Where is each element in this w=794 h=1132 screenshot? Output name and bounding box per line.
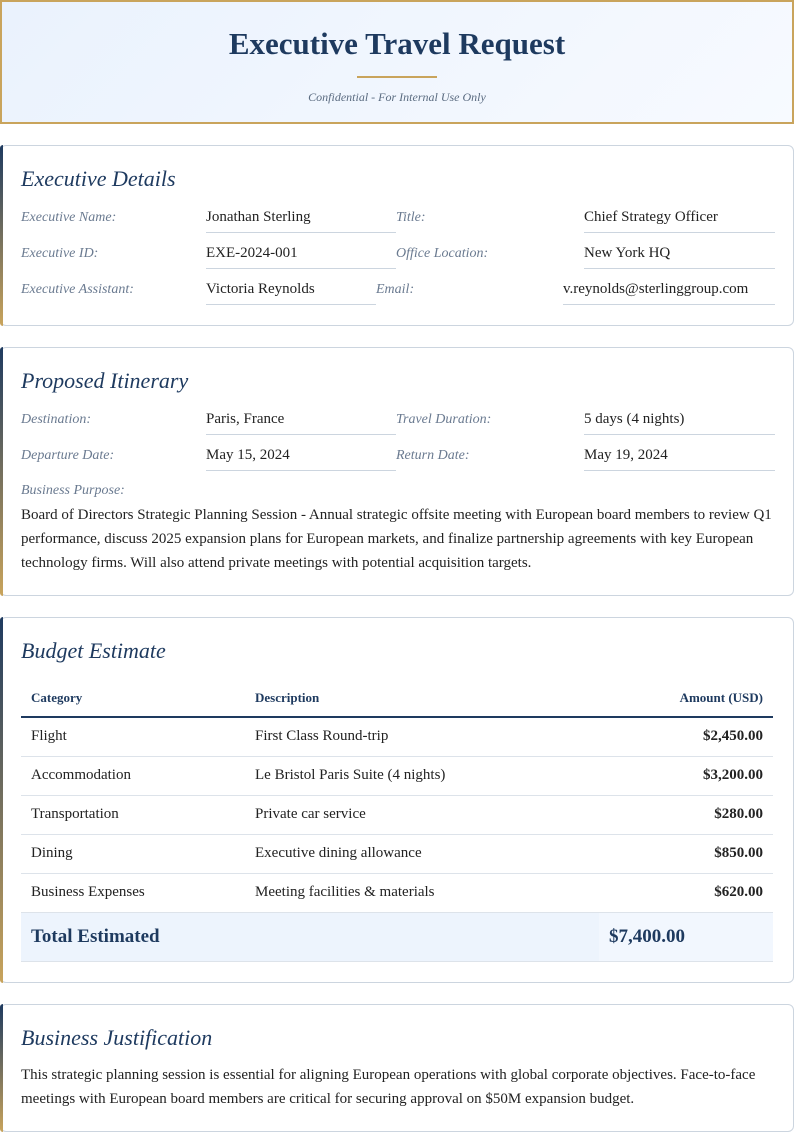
page-title: Executive Travel Request [228, 26, 566, 61]
gold-divider [357, 76, 437, 78]
table-row: Flight First Class Round-trip $2,450.00 [21, 717, 773, 757]
amount-cell: $620.00 [599, 873, 773, 913]
amount-cell: $280.00 [599, 795, 773, 835]
budget-table: Category Description Amount (USD) Flight… [21, 676, 773, 962]
confidential-subtitle: Confidential - For Internal Use Only [308, 90, 486, 104]
justification-section: Business Justification This strategic pl… [0, 1003, 794, 1132]
amount-cell: $2,450.00 [599, 717, 773, 757]
executive-details-section: Executive Details Executive Name: Jonath… [0, 145, 794, 326]
category-cell: Dining [21, 834, 245, 874]
column-header: Description [245, 676, 599, 718]
section-heading: Business Justification [21, 1024, 213, 1050]
field-label: Travel Duration: [396, 412, 492, 427]
budget-section: Budget Estimate Category Description Amo… [0, 617, 794, 983]
description-cell: First Class Round-trip [245, 717, 599, 757]
table-row: Accommodation Le Bristol Paris Suite (4 n… [21, 756, 773, 796]
description-cell: Executive dining allowance [245, 834, 599, 874]
category-cell: Flight [21, 717, 245, 757]
destination-value: Paris, France [206, 406, 396, 435]
document-header: Executive Travel Request Confidential - … [0, 0, 794, 124]
total-row: Total Estimated $7,400.00 [21, 912, 773, 962]
field-label: Executive Assistant: [21, 282, 134, 297]
amount-cell: $3,200.00 [599, 756, 773, 796]
amount-cell: $850.00 [599, 834, 773, 874]
itinerary-section: Proposed Itinerary Destination: Paris, F… [0, 347, 794, 596]
departure-date-value: May 15, 2024 [206, 442, 396, 471]
table-row: Business Expenses Meeting facilities & ma… [21, 873, 773, 913]
assistant-value: Victoria Reynolds [206, 276, 376, 305]
business-purpose-text: Board of Directors Strategic Planning Se… [21, 507, 772, 571]
column-header: Amount (USD) [599, 676, 773, 718]
field-label: Destination: [21, 412, 91, 427]
office-location-value: New York HQ [584, 240, 775, 269]
total-amount: $7,400.00 [599, 912, 773, 962]
executive-id-value: EXE-2024-001 [206, 240, 396, 269]
email-value: v.reynolds@sterlinggroup.com [563, 276, 775, 305]
executive-name-value: Jonathan Sterling [206, 204, 396, 233]
section-heading: Proposed Itinerary [21, 368, 189, 393]
field-label: Email: [376, 282, 415, 297]
field-label: Office Location: [396, 246, 489, 261]
table-row: Transportation Private car service $280.00 [21, 795, 773, 835]
category-cell: Transportation [21, 795, 245, 835]
column-header: Category [21, 676, 245, 718]
table-row: Dining Executive dining allowance $850.00 [21, 834, 773, 874]
section-heading: Executive Details [21, 166, 176, 191]
return-date-value: May 19, 2024 [584, 442, 775, 471]
total-label: Total Estimated [21, 912, 599, 962]
field-label: Return Date: [396, 448, 470, 463]
field-label: Departure Date: [21, 448, 115, 463]
category-cell: Accommodation [21, 756, 245, 796]
title-value: Chief Strategy Officer [584, 204, 775, 233]
field-label: Executive Name: [21, 210, 117, 225]
field-label: Title: [396, 210, 426, 225]
field-label: Executive ID: [21, 246, 99, 261]
purpose-label: Business Purpose: [21, 483, 125, 498]
section-heading: Budget Estimate [21, 638, 166, 663]
description-cell: Private car service [245, 795, 599, 835]
justification-text: This strategic planning session is essen… [21, 1066, 756, 1107]
description-cell: Meeting facilities & materials [245, 873, 599, 913]
category-cell: Business Expenses [21, 873, 245, 913]
duration-value: 5 days (4 nights) [584, 406, 775, 435]
description-cell: Le Bristol Paris Suite (4 nights) [245, 756, 599, 796]
